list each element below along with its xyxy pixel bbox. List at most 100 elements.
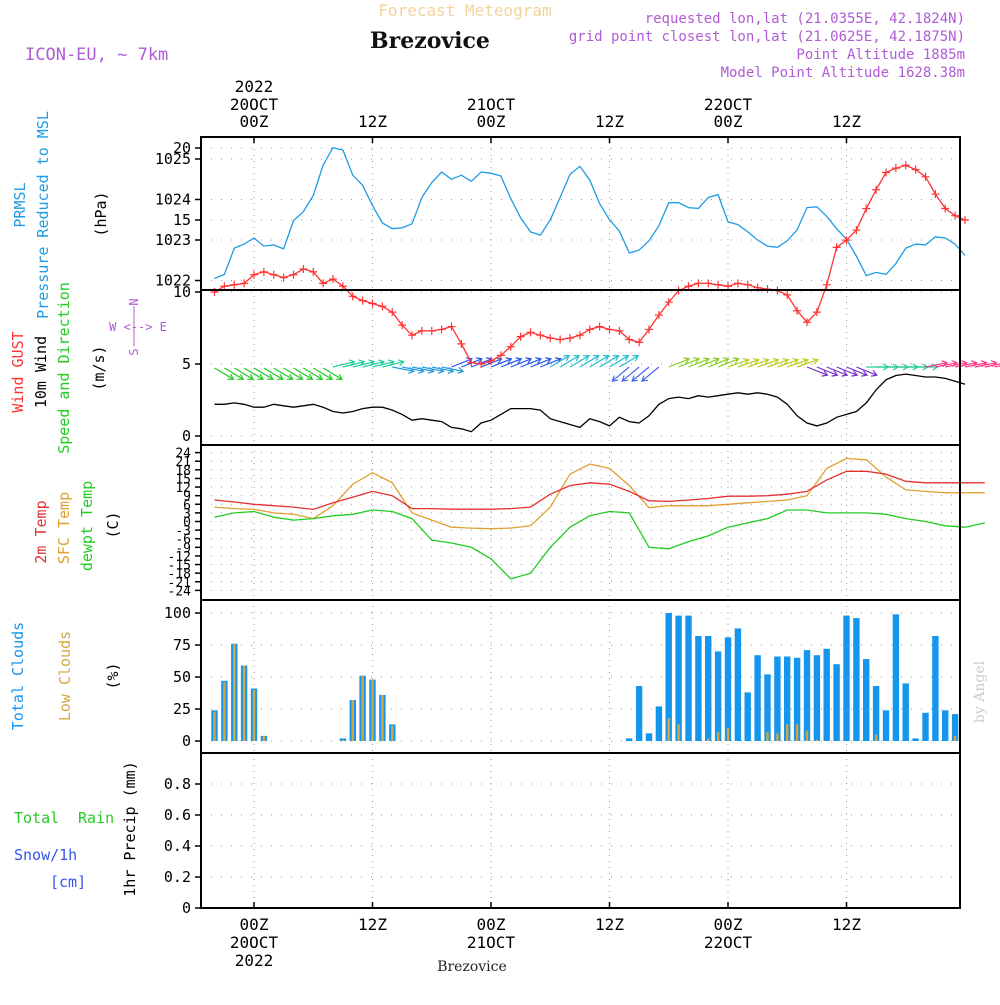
ytick-label-pressure: 1022 (155, 272, 191, 290)
wind-arrow-head (466, 357, 474, 364)
wind-arrow-head (237, 373, 245, 380)
total-cloud-bar (626, 738, 633, 741)
ytick-label-precip: 0.8 (164, 775, 191, 793)
wind-gust-marker (546, 334, 555, 343)
wind-direction-arrow (984, 363, 1000, 368)
wind-direction-arrow (621, 366, 640, 382)
wind-arrow-head (622, 355, 630, 362)
wind-arrow-head (457, 366, 465, 374)
bottom-year-label: 2022 (235, 951, 274, 970)
wind-arrow-head (336, 373, 343, 380)
wind-arrow-head (535, 357, 543, 364)
wind-direction-arrow (994, 365, 1000, 368)
wind-arrow-head (495, 357, 503, 364)
bottom-time-label: 12Z (832, 915, 861, 934)
ytick-label-temp: -24 (168, 584, 192, 599)
bottom-time-label: 00Z (240, 915, 269, 934)
precip-cm-label: [cm] (50, 873, 86, 891)
wind-speed-line (214, 373, 966, 433)
total-cloud-bar (902, 683, 909, 741)
wind-direction-arrow (856, 366, 878, 376)
wind-gust-marker (556, 335, 565, 344)
wind-gust-marker (338, 282, 347, 291)
wind-gust-marker (427, 326, 436, 335)
wind-gust-marker (733, 279, 742, 288)
top-time-label: 12Z (595, 112, 624, 131)
wind-direction-arrow (611, 366, 630, 382)
tsfc-line (214, 457, 985, 530)
wind-gust-marker (961, 216, 969, 224)
wind-direction-arrow (263, 367, 284, 380)
low-cloud-bar (242, 665, 246, 741)
wind-direction-arrow (500, 358, 522, 368)
bottom-time-label: 00Z (477, 915, 506, 934)
wind-direction-arrow (589, 355, 609, 368)
precip-rain-label: Rain (78, 809, 114, 827)
wind-direction-arrow (826, 366, 848, 376)
wind-direction-arrow (678, 358, 700, 368)
wind-arrow-head (742, 357, 750, 365)
wind-arrow-head (227, 373, 235, 380)
wind-arrow-head (703, 357, 711, 364)
wind-arrow-head (712, 357, 720, 364)
wind-direction-arrow (641, 366, 660, 382)
wind-gust-marker (724, 282, 732, 291)
ytick-label-wind: 0 (182, 427, 191, 445)
wind-gust-marker (793, 306, 802, 315)
wind-gust-marker (220, 282, 229, 291)
wind-gust-marker (783, 290, 792, 299)
wind-direction-arrow (964, 362, 987, 368)
wind-arrow-head (641, 375, 648, 382)
ytick-label-wind: 15 (173, 211, 191, 229)
bottom-date-label: 21OCT (467, 933, 516, 952)
wind-gust-marker (457, 339, 466, 348)
wind-arrow-head (397, 359, 405, 367)
wind-arrow-head (732, 357, 740, 364)
top-date-label: 20OCT (230, 95, 279, 114)
wind-gust-marker (408, 331, 416, 340)
ytick-label-pressure: 1025 (155, 150, 191, 168)
wind-direction-arrow (787, 359, 809, 368)
ytick-label-precip: 0.2 (164, 868, 191, 886)
wind-gust-marker (536, 331, 545, 340)
top-time-label: 00Z (714, 112, 743, 131)
wind-gust-marker (862, 204, 871, 213)
total-cloud-bar (892, 614, 900, 741)
wind-gust-line (214, 164, 966, 365)
wind-direction-arrow (945, 362, 967, 368)
precip-unit: 1hr Precip (mm) (121, 761, 139, 896)
wind-arrow-head (602, 355, 610, 362)
wind-gust-marker (566, 334, 574, 343)
ytick-label-temp: 3 (183, 507, 191, 522)
wind-direction-arrow (955, 362, 977, 368)
wind-direction-arrow (836, 366, 858, 376)
t2m-line (214, 470, 985, 511)
ytick-label-temp: 21 (175, 455, 191, 470)
wind-arrow-head (831, 370, 839, 377)
wind-arrow-head (276, 373, 284, 380)
wind-arrow-head (247, 373, 255, 380)
wind-arrow-head (792, 357, 800, 365)
wind-direction-arrow (441, 366, 464, 372)
point-altitude: Point Altitude 1885m (796, 47, 965, 63)
wind-direction-arrow (402, 366, 424, 372)
wind-gust-marker (832, 243, 841, 252)
wind-direction-arrow (688, 358, 710, 368)
wind-arrow-head (612, 355, 620, 362)
clouds-unit: (%) (104, 662, 122, 689)
wind-arrow-head (286, 373, 294, 380)
total-cloud-bar (744, 692, 751, 741)
wind-direction-arrow (747, 359, 769, 368)
wind-direction-arrow (816, 366, 838, 376)
total-cloud-bar (843, 615, 850, 741)
wind-direction-arrow (727, 359, 749, 368)
low-cloud-bar (667, 718, 670, 741)
wind-direction-arrow (767, 359, 789, 368)
low-cloud-bar (371, 679, 374, 741)
low-cloud-bar (786, 724, 789, 741)
total-cloud-bar (932, 636, 939, 741)
wind-gust-marker (625, 335, 634, 344)
top-date-label: 22OCT (704, 95, 753, 114)
ytick-label-wind: 10 (173, 283, 191, 301)
wind-arrow-head (611, 375, 619, 382)
